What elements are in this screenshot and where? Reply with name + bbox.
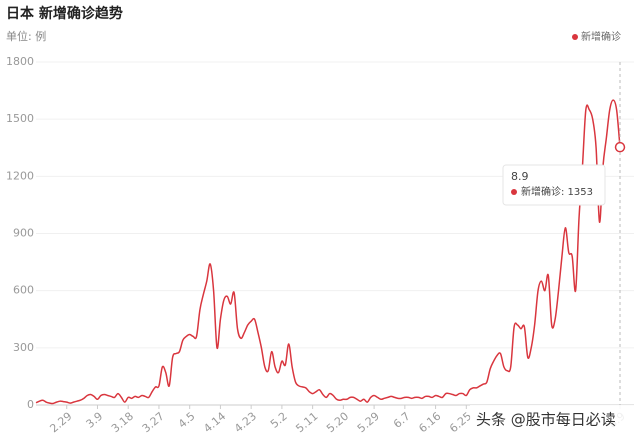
x-tick-label: 6.16 <box>416 410 443 436</box>
y-tick-label: 1200 <box>6 169 34 182</box>
x-tick-label: 4.23 <box>232 410 259 436</box>
chart-title: 日本 新增确诊趋势 <box>6 5 123 22</box>
tooltip-box <box>502 164 606 206</box>
tooltip-dot <box>511 189 517 195</box>
y-tick-label: 1500 <box>6 112 34 125</box>
y-tick-label: 900 <box>13 227 34 240</box>
y-tick-label: 1800 <box>6 55 34 68</box>
y-tick-label: 300 <box>13 341 34 354</box>
x-tick-label: 5.20 <box>324 410 351 436</box>
x-tick-label: 5.29 <box>355 410 382 436</box>
x-tick-label: 5.2 <box>268 410 290 431</box>
line-series <box>35 99 621 405</box>
tooltip-title: 8.9 <box>511 170 529 183</box>
watermark-bg <box>470 405 636 435</box>
x-tick-label: 4.5 <box>176 410 198 431</box>
x-tick-label: 3.18 <box>109 410 136 436</box>
point-marker <box>614 141 626 153</box>
y-tick-label: 600 <box>13 284 34 297</box>
watermark: 头条 @股市每日必读 <box>476 411 616 429</box>
tooltip: 8.9 新增确诊: 1353 <box>502 164 606 206</box>
legend-dot <box>572 34 578 40</box>
x-tick-label: 6.7 <box>391 410 413 431</box>
x-tick-label: 5.11 <box>293 410 320 436</box>
tooltip-label: 新增确诊: 1353 <box>521 185 593 198</box>
x-tick-label: 3.9 <box>84 410 106 431</box>
chart-subtitle: 单位: 例 <box>6 29 46 43</box>
x-tick-label: 2.29 <box>47 410 74 436</box>
x-tick-label: 3.27 <box>140 410 167 436</box>
x-tick-label: 4.14 <box>201 410 228 436</box>
legend-label: 新增确诊 <box>581 30 621 43</box>
y-tick-label: 0 <box>27 398 34 411</box>
